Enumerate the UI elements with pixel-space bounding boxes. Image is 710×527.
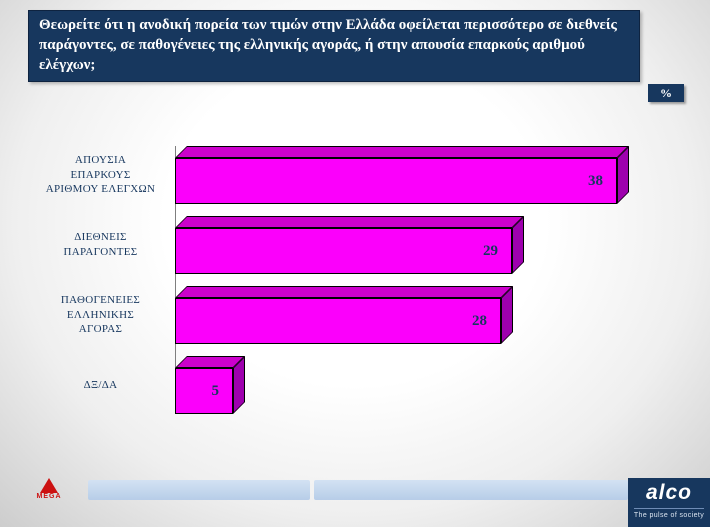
bar-area: 29 xyxy=(175,216,680,274)
bar-side-face xyxy=(512,216,524,274)
question-header: Θεωρείτε ότι η ανοδική πορεία των τιμών … xyxy=(28,10,640,83)
bar-top-face xyxy=(175,286,513,298)
mega-logo-label: MEGA xyxy=(36,493,62,500)
alco-logo-label: alco xyxy=(645,481,693,504)
bar-side-face xyxy=(501,286,513,344)
bar-front-face: 29 xyxy=(175,228,512,274)
bar-value-label: 29 xyxy=(483,242,498,259)
bar: 28 xyxy=(175,286,515,344)
percent-unit-badge: % xyxy=(648,84,684,102)
footer-placeholder-bar-right xyxy=(314,480,628,500)
bar-value-label: 5 xyxy=(211,382,220,399)
bar-value-label: 38 xyxy=(588,172,603,189)
bar-value-label: 28 xyxy=(472,312,487,329)
alco-logo: alco The pulse of society xyxy=(628,478,710,527)
bar-chart: ΑΠΟΥΣΙΑ ΕΠΑΡΚΟΥΣ ΑΡΙΘΜΟΥ ΕΛΕΓΧΩΝ 38 ΔΙΕΘΝΕ… xyxy=(30,140,680,420)
bar-area: 5 xyxy=(175,356,680,414)
bar-side-face xyxy=(233,356,245,414)
alco-divider xyxy=(634,508,704,509)
bar: 38 xyxy=(175,146,631,204)
alco-tagline: The pulse of society xyxy=(633,512,705,519)
bar-side-face xyxy=(617,146,629,204)
bar-area: 38 xyxy=(175,146,680,204)
bar-front-face: 28 xyxy=(175,298,501,344)
bar-top-face xyxy=(175,216,524,228)
category-label: ΑΠΟΥΣΙΑ ΕΠΑΡΚΟΥΣ ΑΡΙΘΜΟΥ ΕΛΕΓΧΩΝ xyxy=(45,153,156,196)
chart-row: ΔΞ/ΔΑ 5 xyxy=(30,350,680,420)
bar: 5 xyxy=(175,356,247,414)
bar-front-face: 5 xyxy=(175,368,233,414)
chart-row: ΠΑΘΟΓΕΝΕΙΕΣ ΕΛΛΗΝΙΚΗΣ ΑΓΟΡΑΣ 28 xyxy=(30,280,680,350)
bar-area: 28 xyxy=(175,286,680,344)
mega-triangle-icon xyxy=(40,478,58,493)
chart-row: ΑΠΟΥΣΙΑ ΕΠΑΡΚΟΥΣ ΑΡΙΘΜΟΥ ΕΛΕΓΧΩΝ 38 xyxy=(30,140,680,210)
category-label: ΠΑΘΟΓΕΝΕΙΕΣ ΕΛΛΗΝΙΚΗΣ ΑΓΟΡΑΣ xyxy=(60,293,141,336)
bar: 29 xyxy=(175,216,526,274)
category-label: ΔΙΕΘΝΕΙΣ ΠΑΡΑΓΟΝΤΕΣ xyxy=(63,231,138,258)
footer-placeholder-bar-left xyxy=(88,480,310,500)
mega-logo: MEGA xyxy=(32,478,66,500)
bar-top-face xyxy=(175,146,629,158)
category-label: ΔΞ/ΔΑ xyxy=(83,378,118,391)
bar-front-face: 38 xyxy=(175,158,617,204)
chart-row: ΔΙΕΘΝΕΙΣ ΠΑΡΑΓΟΝΤΕΣ 29 xyxy=(30,210,680,280)
